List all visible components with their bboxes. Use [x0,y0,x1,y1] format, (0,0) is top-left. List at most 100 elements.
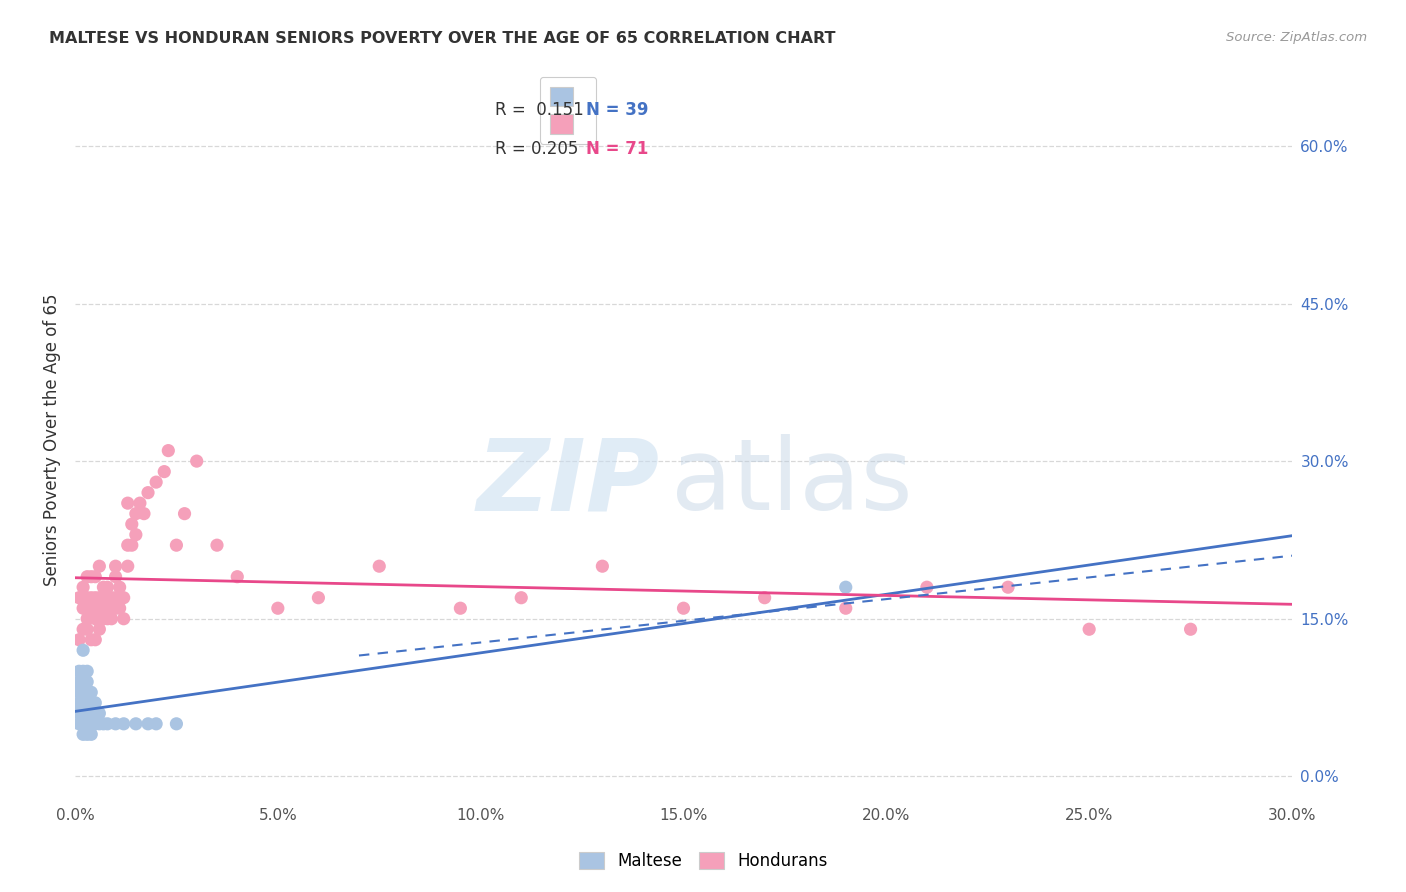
Point [125,507,148,521]
Text: R =  0.151: R = 0.151 [495,101,583,119]
Point [76,674,98,689]
Y-axis label: Seniors Poverty Over the Age of 65: Seniors Poverty Over the Age of 65 [44,293,60,586]
Point [80,696,103,710]
Point [112,591,135,605]
Point [72,696,94,710]
Point [754,591,776,605]
Point [80,632,103,647]
Point [76,685,98,699]
Point [76,696,98,710]
Point [89,601,111,615]
Text: Source: ZipAtlas.com: Source: ZipAtlas.com [1226,31,1367,45]
Point [132,507,155,521]
Point [136,716,159,731]
Point [672,601,695,615]
Point [129,496,152,510]
Point [76,612,98,626]
Point [96,716,118,731]
Point [84,716,107,731]
Point [307,591,329,605]
Point [72,601,94,615]
Point [96,601,118,615]
Point [157,443,180,458]
Point [84,696,107,710]
Text: atlas: atlas [671,434,912,532]
Point [136,485,159,500]
Point [121,538,143,552]
Point [89,706,111,721]
Point [591,559,613,574]
Point [104,570,127,584]
Point [112,612,135,626]
Point [100,612,122,626]
Point [368,559,391,574]
Point [108,601,131,615]
Point [104,601,127,615]
Point [67,706,90,721]
Point [449,601,471,615]
Point [84,591,107,605]
Point [84,706,107,721]
Text: MALTESE VS HONDURAN SENIORS POVERTY OVER THE AGE OF 65 CORRELATION CHART: MALTESE VS HONDURAN SENIORS POVERTY OVER… [49,31,835,46]
Point [104,716,127,731]
Point [96,580,118,594]
Point [835,601,858,615]
Point [67,685,90,699]
Point [997,580,1019,594]
Text: ZIP: ZIP [477,434,659,532]
Point [76,570,98,584]
Point [89,716,111,731]
Point [67,674,90,689]
Point [1078,622,1101,636]
Point [96,612,118,626]
Point [72,665,94,679]
Point [76,716,98,731]
Point [125,716,148,731]
Point [205,538,228,552]
Point [76,591,98,605]
Point [72,622,94,636]
Point [76,706,98,721]
Point [835,580,858,594]
Point [173,507,195,521]
Point [76,622,98,636]
Point [145,475,167,490]
Point [84,570,107,584]
Point [80,727,103,741]
Legend: , : , [540,77,596,144]
Point [117,496,139,510]
Point [76,727,98,741]
Point [165,716,187,731]
Point [76,665,98,679]
Point [267,601,290,615]
Point [80,685,103,699]
Text: R = 0.205: R = 0.205 [495,140,578,158]
Point [125,527,148,541]
Point [104,559,127,574]
Point [93,580,115,594]
Legend: Maltese, Hondurans: Maltese, Hondurans [572,845,834,877]
Point [67,716,90,731]
Point [84,612,107,626]
Point [67,632,90,647]
Point [67,696,90,710]
Point [510,591,533,605]
Point [67,591,90,605]
Point [153,465,176,479]
Point [80,716,103,731]
Point [112,716,135,731]
Point [84,632,107,647]
Point [84,601,107,615]
Point [145,716,167,731]
Point [93,601,115,615]
Point [89,559,111,574]
Point [80,591,103,605]
Point [104,591,127,605]
Point [226,570,249,584]
Point [72,685,94,699]
Point [72,643,94,657]
Point [72,716,94,731]
Point [117,538,139,552]
Point [93,591,115,605]
Point [80,601,103,615]
